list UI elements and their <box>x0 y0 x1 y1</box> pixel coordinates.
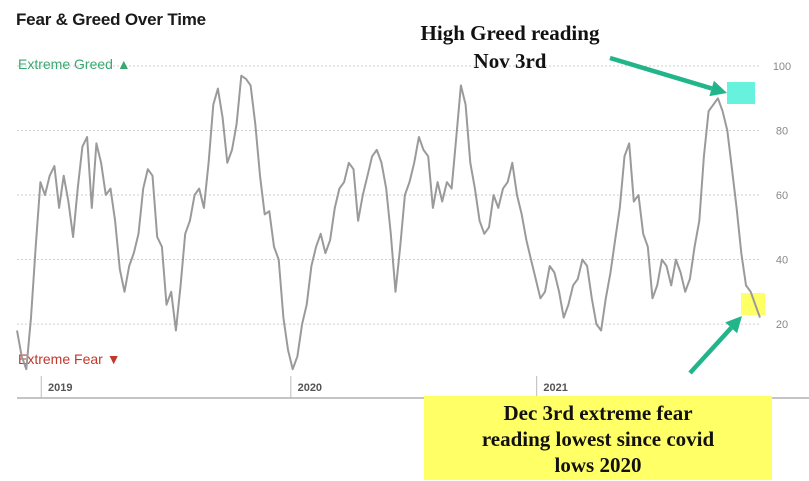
greed-annotation: High Greed reading Nov 3rd <box>421 21 600 73</box>
y-tick-60: 60 <box>776 190 788 202</box>
fear-arrow-head <box>725 316 742 334</box>
greed-annotation-line-2: Nov 3rd <box>474 49 547 73</box>
fear-annotation-line-3: lows 2020 <box>554 453 642 477</box>
x-tick-2020: 2020 <box>298 382 322 394</box>
greed-annotation-line-1: High Greed reading <box>421 21 600 45</box>
x-axis-ticks: 2019 2020 2021 <box>40 376 568 398</box>
greed-arrow-head <box>709 80 727 97</box>
fear-highlight-box <box>741 293 765 315</box>
x-tick-2019: 2019 <box>48 382 72 394</box>
extreme-fear-label: Extreme Fear ▼ <box>18 351 121 367</box>
fear-arrow <box>688 326 733 375</box>
fear-annotation-line-2: reading lowest since covid <box>481 427 715 451</box>
y-tick-40: 40 <box>776 255 788 267</box>
y-tick-100: 100 <box>773 61 791 73</box>
fear-annotation: Dec 3rd extreme fear reading lowest sinc… <box>424 396 772 480</box>
extreme-greed-label: Extreme Greed ▲ <box>18 56 131 72</box>
greed-arrow <box>609 55 713 91</box>
gridlines <box>17 65 760 325</box>
fear-annotation-line-1: Dec 3rd extreme fear <box>503 401 693 425</box>
greed-highlight-box <box>727 82 755 104</box>
fear-greed-series-line <box>16 74 761 371</box>
y-tick-20: 20 <box>776 319 788 331</box>
chart-title: Fear & Greed Over Time <box>16 10 206 29</box>
y-axis-ticks: 20 40 60 80 100 <box>773 61 791 331</box>
x-tick-2021: 2021 <box>543 382 567 394</box>
y-tick-80: 80 <box>776 126 788 138</box>
